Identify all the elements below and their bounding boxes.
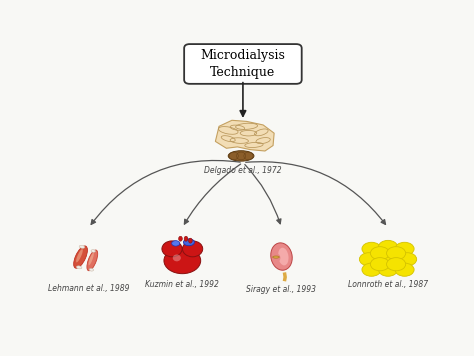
Ellipse shape bbox=[273, 256, 279, 258]
Text: Microdialysis
Technique: Microdialysis Technique bbox=[201, 49, 285, 79]
Ellipse shape bbox=[278, 248, 289, 266]
Ellipse shape bbox=[91, 250, 95, 252]
Ellipse shape bbox=[73, 246, 87, 268]
Ellipse shape bbox=[274, 254, 281, 262]
Text: Siragy et al., 1993: Siragy et al., 1993 bbox=[246, 285, 317, 294]
Polygon shape bbox=[215, 120, 274, 151]
Ellipse shape bbox=[387, 258, 406, 271]
Ellipse shape bbox=[228, 151, 254, 161]
Ellipse shape bbox=[359, 253, 378, 266]
Ellipse shape bbox=[387, 247, 406, 260]
Ellipse shape bbox=[378, 240, 398, 253]
Ellipse shape bbox=[378, 263, 398, 276]
Ellipse shape bbox=[76, 249, 83, 262]
Ellipse shape bbox=[183, 239, 194, 246]
Text: Kuzmin et al., 1992: Kuzmin et al., 1992 bbox=[146, 280, 219, 289]
Ellipse shape bbox=[87, 250, 98, 271]
Ellipse shape bbox=[182, 241, 203, 257]
Ellipse shape bbox=[184, 236, 188, 241]
Ellipse shape bbox=[370, 258, 390, 271]
Ellipse shape bbox=[362, 242, 381, 256]
Text: Lehmann et al., 1989: Lehmann et al., 1989 bbox=[48, 284, 129, 293]
Text: Lonnroth et al., 1987: Lonnroth et al., 1987 bbox=[348, 280, 428, 289]
Ellipse shape bbox=[395, 242, 414, 256]
Ellipse shape bbox=[378, 251, 398, 265]
Ellipse shape bbox=[172, 241, 180, 246]
Ellipse shape bbox=[173, 255, 181, 261]
Ellipse shape bbox=[79, 245, 85, 248]
Text: Delgado et al., 1972: Delgado et al., 1972 bbox=[204, 166, 282, 175]
Ellipse shape bbox=[189, 238, 192, 243]
Ellipse shape bbox=[89, 253, 94, 265]
Ellipse shape bbox=[398, 253, 417, 266]
Ellipse shape bbox=[76, 266, 82, 269]
Ellipse shape bbox=[370, 247, 390, 260]
FancyBboxPatch shape bbox=[184, 44, 301, 84]
Ellipse shape bbox=[271, 243, 292, 270]
Ellipse shape bbox=[395, 263, 414, 276]
Ellipse shape bbox=[179, 236, 182, 241]
Ellipse shape bbox=[362, 263, 381, 276]
Ellipse shape bbox=[164, 248, 201, 274]
Ellipse shape bbox=[89, 268, 93, 271]
Ellipse shape bbox=[162, 241, 182, 257]
